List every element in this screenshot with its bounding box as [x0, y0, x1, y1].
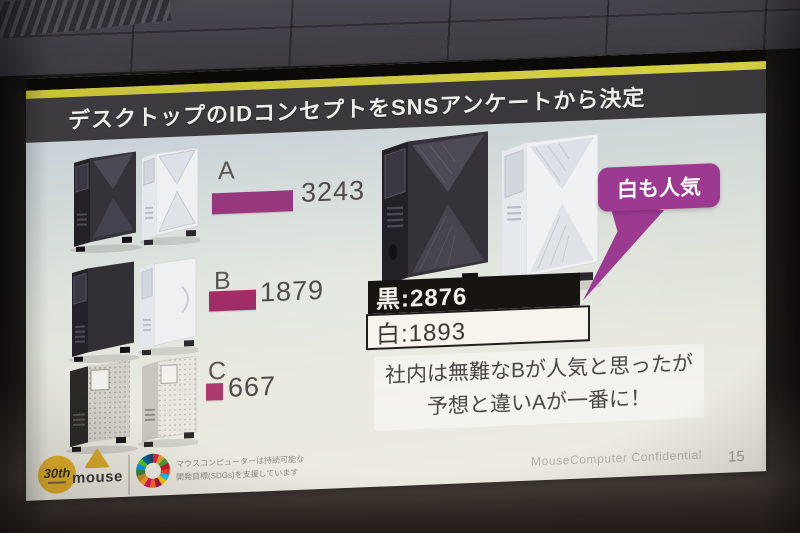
value-c: 667	[228, 370, 277, 403]
bar-c	[206, 382, 223, 401]
projected-slide: デスクトップのIDコンセプトをSNSアンケートから決定	[26, 49, 766, 501]
category-label-c: C	[208, 356, 227, 386]
dark-case	[70, 360, 130, 453]
mouse-triangle-icon	[84, 447, 110, 468]
white-case	[142, 147, 199, 246]
confidential-text: MouseComputer Confidential	[531, 447, 703, 469]
result-row-white: 白:1893	[366, 305, 590, 351]
sdgs-caption: マウスコンピューターは持続可能な 開発目標(SDGs)を支援しています	[176, 454, 304, 485]
black-case-large	[382, 131, 488, 294]
bar-a	[212, 190, 294, 215]
note-box: 社内は無難なBが人気と思ったが 予想と違いAが一番に！	[374, 343, 704, 431]
result-white-text: 白:1893	[376, 317, 467, 349]
result-black-text: 黒:2876	[376, 283, 468, 314]
callout-bubble: 白も人気	[598, 162, 720, 212]
value-b: 1879	[260, 274, 325, 308]
callout-label: 白も人気	[617, 175, 701, 203]
light-case	[142, 355, 197, 448]
case-pair-b-image	[68, 257, 198, 363]
anniversary-badge-text: 30th	[43, 464, 71, 481]
white-case-large	[502, 133, 599, 293]
black-case	[74, 151, 136, 252]
mouse-logo: mouse	[72, 447, 123, 488]
anniversary-badge-underline	[48, 480, 66, 484]
bar-b	[209, 289, 256, 312]
case-pair-a-image	[70, 147, 200, 253]
white-case	[140, 257, 197, 356]
black-case	[72, 261, 134, 362]
case-pair-c-image	[66, 355, 198, 455]
footer-divider	[128, 454, 130, 495]
sdgs-wheel-icon	[136, 453, 170, 489]
category-label-a: A	[218, 156, 235, 186]
mouse-wordmark: mouse	[72, 467, 123, 488]
anniversary-badge: 30th	[38, 454, 76, 495]
page-number: 15	[728, 447, 745, 466]
